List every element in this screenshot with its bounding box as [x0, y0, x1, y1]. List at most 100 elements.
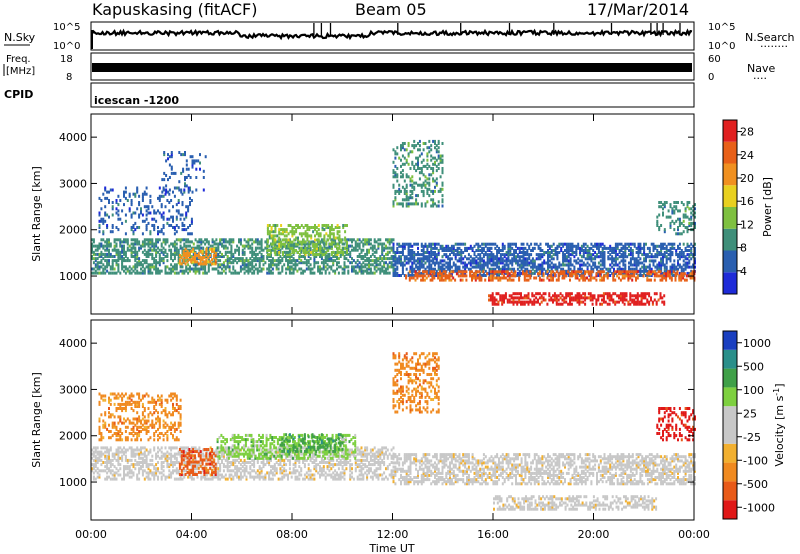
- range-gate-cell: [575, 246, 578, 250]
- range-gate-cell: [211, 238, 214, 242]
- range-gate-cell: [521, 300, 524, 304]
- range-gate-cell: [548, 298, 551, 302]
- range-gate-cell: [611, 271, 614, 275]
- range-gate-cell: [104, 213, 107, 217]
- range-gate-cell: [440, 274, 443, 278]
- range-gate-cell: [599, 251, 602, 254]
- range-gate-cell: [510, 274, 513, 278]
- range-gate-cell: [368, 261, 370, 265]
- range-gate-cell: [426, 192, 429, 195]
- range-gate-cell: [490, 251, 493, 254]
- power-y-label: Slant Range [km]: [30, 166, 43, 262]
- range-gate-cell: [168, 248, 171, 252]
- range-gate-cell: [119, 252, 122, 256]
- range-gate-cell: [497, 278, 500, 282]
- range-gate-cell: [646, 274, 649, 277]
- range-gate-cell: [471, 257, 474, 261]
- range-gate-cell: [629, 259, 632, 263]
- range-gate-cell: [641, 265, 644, 269]
- range-gate-cell: [317, 224, 320, 227]
- range-gate-cell: [475, 259, 478, 263]
- range-gate-cell: [550, 251, 553, 254]
- range-gate-cell: [490, 246, 493, 250]
- range-gate-cell: [251, 265, 254, 269]
- range-gate-cell: [161, 178, 164, 182]
- range-gate-cell: [309, 271, 312, 275]
- range-gate-cell: [111, 255, 114, 258]
- range-gate-cell: [405, 202, 408, 206]
- range-gate-cell: [366, 240, 369, 244]
- range-gate-cell: [177, 261, 180, 265]
- range-gate-cell: [238, 240, 240, 244]
- range-gate-cell: [119, 242, 122, 246]
- range-gate-cell: [429, 270, 432, 274]
- range-gate-cell: [157, 230, 159, 234]
- range-gate-cell: [522, 265, 525, 269]
- range-gate-cell: [400, 164, 402, 168]
- range-gate-cell: [111, 259, 114, 263]
- range-gate-cell: [184, 184, 186, 188]
- range-gate-cell: [650, 253, 653, 257]
- range-gate-cell: [189, 232, 191, 236]
- range-gate-cell: [449, 249, 451, 252]
- range-gate-cell: [586, 253, 589, 257]
- range-gate-cell: [530, 253, 533, 257]
- range-gate-cell: [282, 242, 284, 246]
- range-gate-cell: [320, 267, 323, 271]
- range-gate-cell: [202, 267, 205, 271]
- range-gate-cell: [123, 248, 125, 252]
- range-gate-cell: [358, 261, 361, 265]
- range-gate-cell: [408, 278, 411, 282]
- range-gate-cell: [631, 298, 634, 302]
- range-gate-cell: [157, 261, 159, 265]
- range-gate-cell: [660, 271, 663, 275]
- range-gate-cell: [207, 256, 210, 260]
- colorbar-tick-label: 4: [740, 265, 747, 278]
- range-gate-cell: [570, 274, 573, 278]
- range-gate-cell: [115, 261, 118, 265]
- range-gate-cell: [574, 272, 577, 276]
- range-gate-cell: [304, 249, 307, 252]
- range-gate-cell: [587, 292, 590, 296]
- range-gate-cell: [134, 255, 137, 258]
- range-gate-cell: [433, 270, 436, 274]
- range-gate-cell: [232, 261, 235, 265]
- range-gate-cell: [373, 246, 376, 250]
- range-gate-cell: [646, 269, 649, 273]
- range-gate-cell: [481, 259, 484, 263]
- range-gate-cell: [559, 272, 562, 276]
- range-gate-cell: [432, 200, 435, 204]
- range-gate-cell: [415, 194, 418, 198]
- range-gate-cell: [654, 265, 657, 269]
- range-gate-cell: [481, 251, 484, 254]
- range-gate-cell: [236, 257, 239, 261]
- range-gate-cell: [241, 261, 244, 265]
- range-gate-cell: [143, 190, 146, 194]
- range-gate-cell: [178, 254, 181, 257]
- range-gate-cell: [164, 269, 167, 273]
- range-gate-cell: [503, 263, 506, 267]
- range-gate-cell: [432, 202, 435, 206]
- range-gate-cell: [160, 205, 163, 209]
- range-gate-cell: [636, 274, 639, 278]
- range-gate-cell: [428, 244, 431, 248]
- range-gate-cell: [556, 251, 559, 254]
- range-gate-cell: [498, 251, 500, 254]
- range-gate-cell: [164, 265, 167, 269]
- range-gate-cell: [539, 242, 542, 246]
- range-gate-cell: [287, 240, 289, 244]
- range-gate-cell: [94, 257, 97, 261]
- range-gate-cell: [411, 263, 414, 267]
- range-gate-cell: [334, 271, 337, 275]
- range-gate-cell: [547, 274, 549, 277]
- range-gate-cell: [523, 296, 526, 300]
- range-gate-cell: [584, 249, 587, 252]
- range-gate-cell: [548, 292, 551, 296]
- range-gate-cell: [258, 269, 261, 273]
- range-gate-cell: [124, 252, 127, 256]
- range-gate-cell: [508, 278, 511, 282]
- range-gate-cell: [258, 265, 261, 269]
- range-gate-cell: [665, 274, 668, 278]
- power-colorbar-label: Power [dB]: [761, 177, 774, 237]
- range-gate-cell: [684, 263, 687, 267]
